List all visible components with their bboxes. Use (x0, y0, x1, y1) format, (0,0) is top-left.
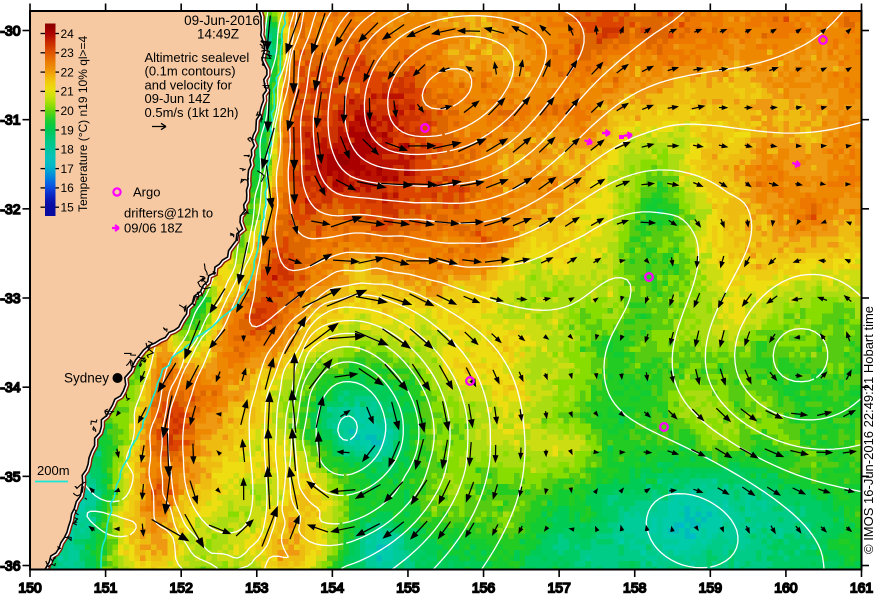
svg-text:09-Jun 14Z: 09-Jun 14Z (145, 91, 211, 106)
svg-text:-31: -31 (0, 112, 20, 128)
svg-text:09-Jun-2016: 09-Jun-2016 (184, 13, 260, 28)
svg-text:14:49Z: 14:49Z (197, 27, 239, 42)
svg-text:-35: -35 (0, 468, 20, 484)
svg-text:24: 24 (61, 27, 75, 41)
svg-text:16: 16 (61, 181, 75, 195)
svg-text:23: 23 (61, 46, 75, 60)
svg-text:200m: 200m (37, 463, 70, 478)
svg-text:15: 15 (61, 201, 75, 215)
svg-text:151: 151 (94, 580, 118, 596)
svg-text:152: 152 (170, 580, 194, 596)
svg-text:© IMOS 16-Jun-2016 22:49:21 Ho: © IMOS 16-Jun-2016 22:49:21 Hobart time (861, 306, 876, 554)
svg-text:Sydney: Sydney (64, 371, 109, 386)
svg-text:160: 160 (774, 580, 798, 596)
svg-text:20: 20 (61, 104, 75, 118)
svg-text:-36: -36 (0, 558, 20, 574)
svg-text:17: 17 (61, 162, 75, 176)
svg-text:156: 156 (472, 580, 496, 596)
svg-text:161: 161 (850, 580, 874, 596)
svg-text:155: 155 (396, 580, 420, 596)
svg-text:Argo: Argo (133, 185, 160, 200)
svg-text:158: 158 (623, 580, 647, 596)
svg-text:-33: -33 (0, 290, 20, 306)
svg-text:153: 153 (245, 580, 269, 596)
svg-text:18: 18 (61, 143, 75, 157)
svg-text:159: 159 (699, 580, 723, 596)
svg-text:(0.1m contours): (0.1m contours) (145, 64, 236, 79)
svg-text:21: 21 (61, 85, 75, 99)
svg-text:150: 150 (18, 580, 42, 596)
svg-text:-30: -30 (0, 23, 20, 39)
svg-text:-32: -32 (0, 201, 20, 217)
svg-text:0.5m/s (1kt 12h): 0.5m/s (1kt 12h) (145, 105, 239, 120)
svg-text:09/06 18Z: 09/06 18Z (124, 221, 183, 236)
svg-text:-34: -34 (0, 379, 20, 395)
svg-text:157: 157 (547, 580, 571, 596)
svg-text:22: 22 (61, 65, 75, 79)
svg-text:Temperature (°C) n19 10% ql>=4: Temperature (°C) n19 10% ql>=4 (76, 35, 90, 212)
svg-text:19: 19 (61, 123, 75, 137)
svg-text:drifters@12h to: drifters@12h to (124, 206, 213, 221)
svg-text:Altimetric sealevel: Altimetric sealevel (145, 50, 250, 65)
svg-text:154: 154 (321, 580, 345, 596)
svg-text:and velocity for: and velocity for (145, 77, 233, 92)
